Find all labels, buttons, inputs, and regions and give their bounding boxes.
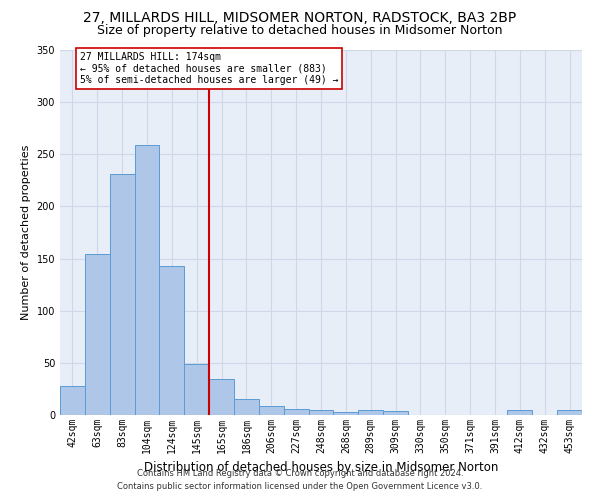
Text: Contains HM Land Registry data © Crown copyright and database right 2024.
Contai: Contains HM Land Registry data © Crown c… bbox=[118, 470, 482, 491]
Bar bbox=[508, 410, 532, 415]
Bar bbox=[308, 410, 334, 415]
Bar bbox=[259, 406, 284, 415]
Bar bbox=[110, 174, 134, 415]
X-axis label: Distribution of detached houses by size in Midsomer Norton: Distribution of detached houses by size … bbox=[144, 462, 498, 474]
Text: 27 MILLARDS HILL: 174sqm
← 95% of detached houses are smaller (883)
5% of semi-d: 27 MILLARDS HILL: 174sqm ← 95% of detach… bbox=[80, 52, 338, 86]
Bar bbox=[60, 386, 85, 415]
Text: Size of property relative to detached houses in Midsomer Norton: Size of property relative to detached ho… bbox=[97, 24, 503, 37]
Bar bbox=[334, 412, 358, 415]
Y-axis label: Number of detached properties: Number of detached properties bbox=[21, 145, 31, 320]
Bar bbox=[209, 378, 234, 415]
Bar bbox=[234, 400, 259, 415]
Bar bbox=[184, 364, 209, 415]
Bar bbox=[383, 411, 408, 415]
Bar bbox=[160, 266, 184, 415]
Bar bbox=[85, 254, 110, 415]
Bar bbox=[134, 145, 160, 415]
Bar bbox=[557, 410, 582, 415]
Bar bbox=[284, 408, 308, 415]
Text: 27, MILLARDS HILL, MIDSOMER NORTON, RADSTOCK, BA3 2BP: 27, MILLARDS HILL, MIDSOMER NORTON, RADS… bbox=[83, 12, 517, 26]
Bar bbox=[358, 410, 383, 415]
